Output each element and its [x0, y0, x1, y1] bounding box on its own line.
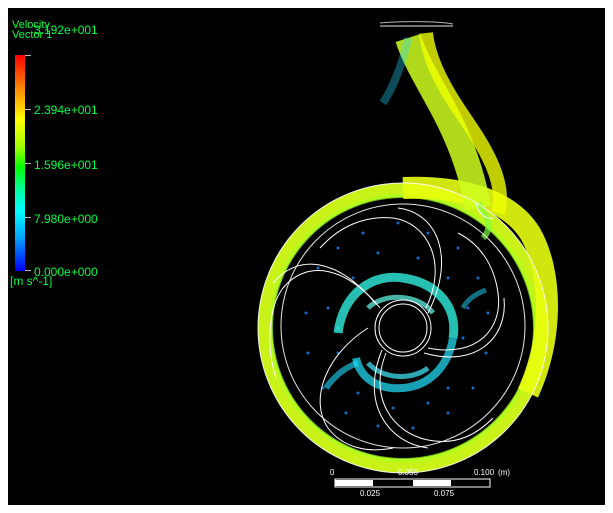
legend-tick-label-max: 3.192e+001 [34, 23, 98, 37]
scale-label: 0.050 [398, 468, 419, 477]
legend-variable-name: Velocity [12, 19, 50, 31]
legend-tick-label-min: 0.000e+000 [34, 265, 98, 279]
legend-title: Velocity Vector 1 [12, 19, 53, 41]
legend-tick-label: 2.394e+001 [34, 103, 98, 117]
color-bar-tick [25, 55, 31, 56]
legend-units: [m s^-1] [10, 274, 53, 288]
scale-label: 0.025 [360, 489, 381, 498]
cfd-viewport[interactable]: Velocity Vector 1 3.192e+001 2.394e+001 … [8, 8, 605, 505]
pump-velocity-vector-plot [257, 21, 558, 488]
scale-unit-label: (m) [498, 468, 510, 477]
scale-label: 0.075 [434, 489, 455, 498]
color-bar-tick [25, 217, 31, 218]
volute-velocity-field [258, 32, 558, 473]
scale-label: 0 [330, 468, 335, 477]
legend-tick-label: 7.980e+000 [34, 212, 98, 226]
scale-bar [334, 478, 491, 488]
eye-swirl-vectors [323, 272, 487, 393]
color-bar-tick [25, 270, 31, 271]
color-bar-tick [25, 163, 31, 164]
scale-label: 0.100 [474, 468, 495, 477]
legend-object-name: Vector 1 [12, 29, 53, 41]
pump-geometry-outline [257, 21, 549, 474]
color-bar-tick [25, 109, 31, 110]
impeller-velocity-vectors [304, 221, 490, 430]
color-bar [15, 55, 25, 271]
legend-tick-label: 1.596e+001 [34, 158, 98, 172]
